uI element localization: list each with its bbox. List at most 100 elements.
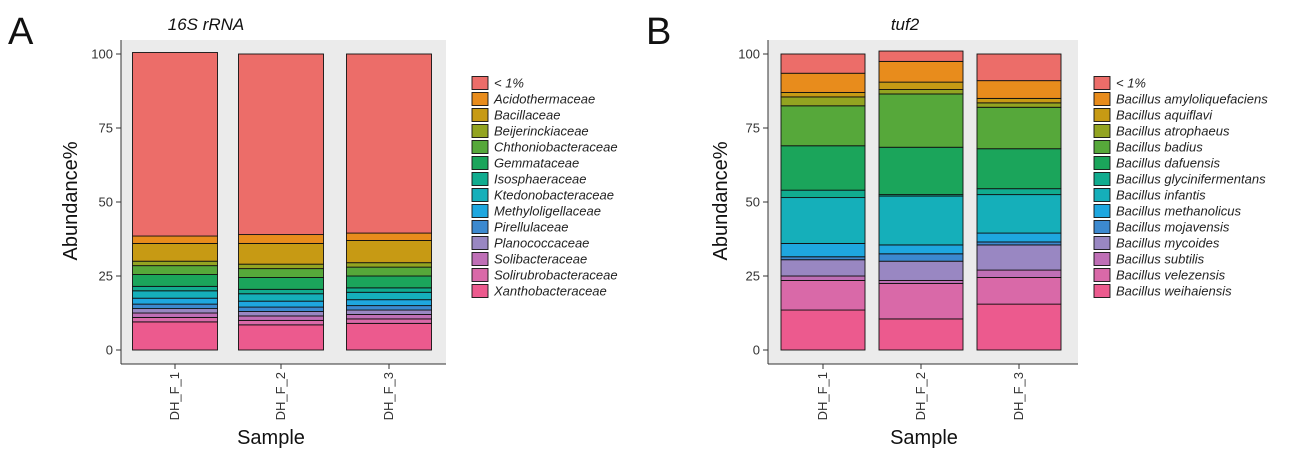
bar-segment — [780, 279, 866, 311]
bar-segment — [346, 318, 432, 324]
legend-label: Bacillus glycinifermentans — [1116, 172, 1266, 187]
bar-segment — [132, 285, 218, 292]
legend-label: Acidothermaceae — [493, 92, 595, 107]
legend-label: Bacillus badius — [1116, 140, 1203, 155]
bar-segment — [132, 242, 218, 262]
bar-segment — [238, 319, 324, 326]
x-axis-title: Sample — [890, 427, 958, 448]
y-tick-label: 75 — [746, 121, 760, 136]
bar-segment — [976, 277, 1062, 305]
bar-segment — [346, 262, 432, 268]
legend-label: Bacillaceae — [494, 108, 561, 123]
bar-segment — [976, 97, 1062, 104]
legend-swatch — [1093, 140, 1111, 154]
legend-swatch — [1093, 92, 1111, 106]
legend-swatch — [1093, 268, 1111, 282]
legend-swatch — [1093, 108, 1111, 122]
y-tick-label: 0 — [106, 343, 113, 358]
bar-segment — [780, 242, 866, 258]
legend-label: Solirubrobacteraceae — [494, 268, 618, 283]
legend-swatch — [1093, 172, 1111, 186]
bar-segment — [976, 269, 1062, 278]
bar-segment — [780, 145, 866, 191]
legend: < 1%AcidothermaceaeBacillaceaeBeijerinck… — [471, 76, 618, 299]
x-tick-label: DH_F_2 — [913, 372, 928, 420]
bar-segment — [780, 105, 866, 147]
legend-swatch — [1093, 188, 1111, 202]
y-tick-label: 50 — [746, 195, 760, 210]
x-tick-label: DH_F_3 — [381, 372, 396, 420]
chart-title: 16S rRNA — [168, 15, 245, 34]
legend-swatch — [471, 140, 489, 154]
bar-segment — [132, 290, 218, 299]
legend-swatch — [1093, 204, 1111, 218]
legend-swatch — [471, 92, 489, 106]
bar-segment — [346, 287, 432, 293]
legend-label: Bacillus subtilis — [1116, 252, 1205, 267]
bar-segment — [878, 89, 964, 95]
y-tick-label: 100 — [91, 47, 113, 62]
bar-segment — [132, 303, 218, 310]
legend-label: Xanthobacteraceae — [493, 284, 607, 299]
legend-label: Planococcaceae — [494, 236, 589, 251]
legend-swatch — [1093, 252, 1111, 266]
bar-segment — [976, 232, 1062, 243]
legend-swatch — [1093, 220, 1111, 234]
bar-segment — [346, 53, 432, 234]
bar-segment — [346, 291, 432, 301]
y-tick-label: 0 — [753, 343, 760, 358]
bar-segment — [780, 72, 866, 93]
bar-segment — [780, 92, 866, 98]
y-tick-label: 25 — [746, 269, 760, 284]
legend-swatch — [471, 124, 489, 138]
x-tick-label: DH_F_1 — [815, 372, 830, 420]
bars — [780, 50, 1062, 351]
bar-segment — [976, 80, 1062, 99]
bar-segment — [976, 303, 1062, 351]
bar-segment — [878, 195, 964, 246]
bar-segment — [132, 274, 218, 287]
legend-swatch — [471, 76, 489, 90]
y-tick-label: 100 — [738, 47, 760, 62]
bar-segment — [346, 299, 432, 307]
legend-swatch — [471, 220, 489, 234]
y-tick-label: 25 — [99, 269, 113, 284]
bar-segment — [976, 102, 1062, 108]
bar-segment — [132, 260, 218, 267]
panel-a: A 16S rRNA Abundance% Sample 0255075100 … — [8, 11, 618, 449]
bar-segment — [346, 322, 432, 351]
legend-swatch — [471, 268, 489, 282]
legend-label: Bacillus atrophaeus — [1116, 124, 1230, 139]
bar-segment — [346, 275, 432, 289]
bar-segment — [238, 242, 324, 265]
bar-segment — [780, 275, 866, 281]
legend-swatch — [471, 188, 489, 202]
legend-swatch — [471, 108, 489, 122]
legend-label: Bacillus infantis — [1116, 188, 1206, 203]
legend-swatch — [471, 204, 489, 218]
bar-segment — [238, 306, 324, 312]
x-axis-title: Sample — [237, 427, 305, 448]
legend-swatch — [471, 284, 489, 298]
bar-segment — [976, 194, 1062, 234]
bar-segment — [780, 189, 866, 199]
bar-segment — [132, 316, 218, 323]
legend-label: Bacillus weihaiensis — [1116, 284, 1232, 299]
legend-label: Bacillus dafuensis — [1116, 156, 1221, 171]
bar-segment — [132, 321, 218, 351]
legend-label: Bacillus amyloliquefaciens — [1116, 92, 1268, 107]
bar-segment — [238, 324, 324, 351]
bar-segment — [878, 81, 964, 90]
bar-segment — [238, 293, 324, 302]
x-axis: DH_F_1 DH_F_2 DH_F_3 — [768, 363, 1078, 420]
panel-b: B tuf2 Abundance% Sample 0 25 50 75 100 DH_F… — [646, 11, 1268, 449]
legend-label: Beijerinckiaceae — [494, 124, 589, 139]
panel-letter: B — [646, 11, 671, 53]
bar-segment — [238, 268, 324, 278]
bar-segment — [780, 309, 866, 351]
legend-label: Gemmataceae — [494, 156, 579, 171]
bar-segment — [132, 52, 218, 237]
bar-segment — [346, 266, 432, 277]
legend-label: Bacillus mojavensis — [1116, 220, 1230, 235]
